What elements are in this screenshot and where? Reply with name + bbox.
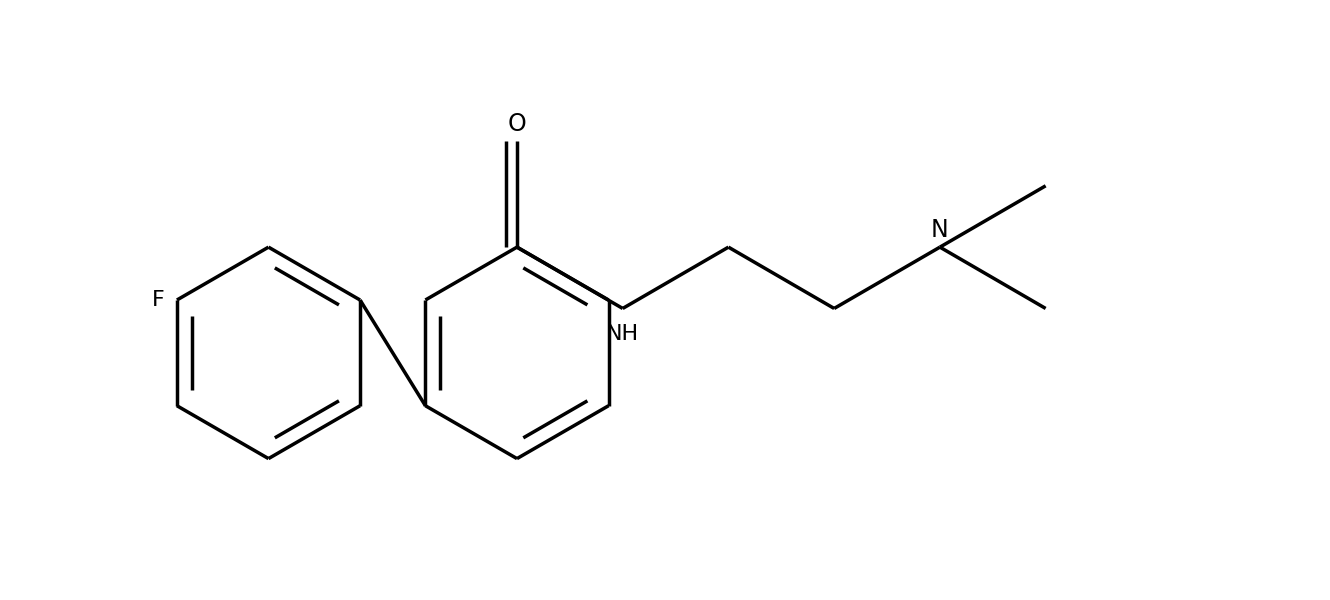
Text: F: F xyxy=(152,290,164,310)
Text: NH: NH xyxy=(606,325,640,344)
Text: O: O xyxy=(508,112,527,136)
Text: N: N xyxy=(931,218,948,242)
